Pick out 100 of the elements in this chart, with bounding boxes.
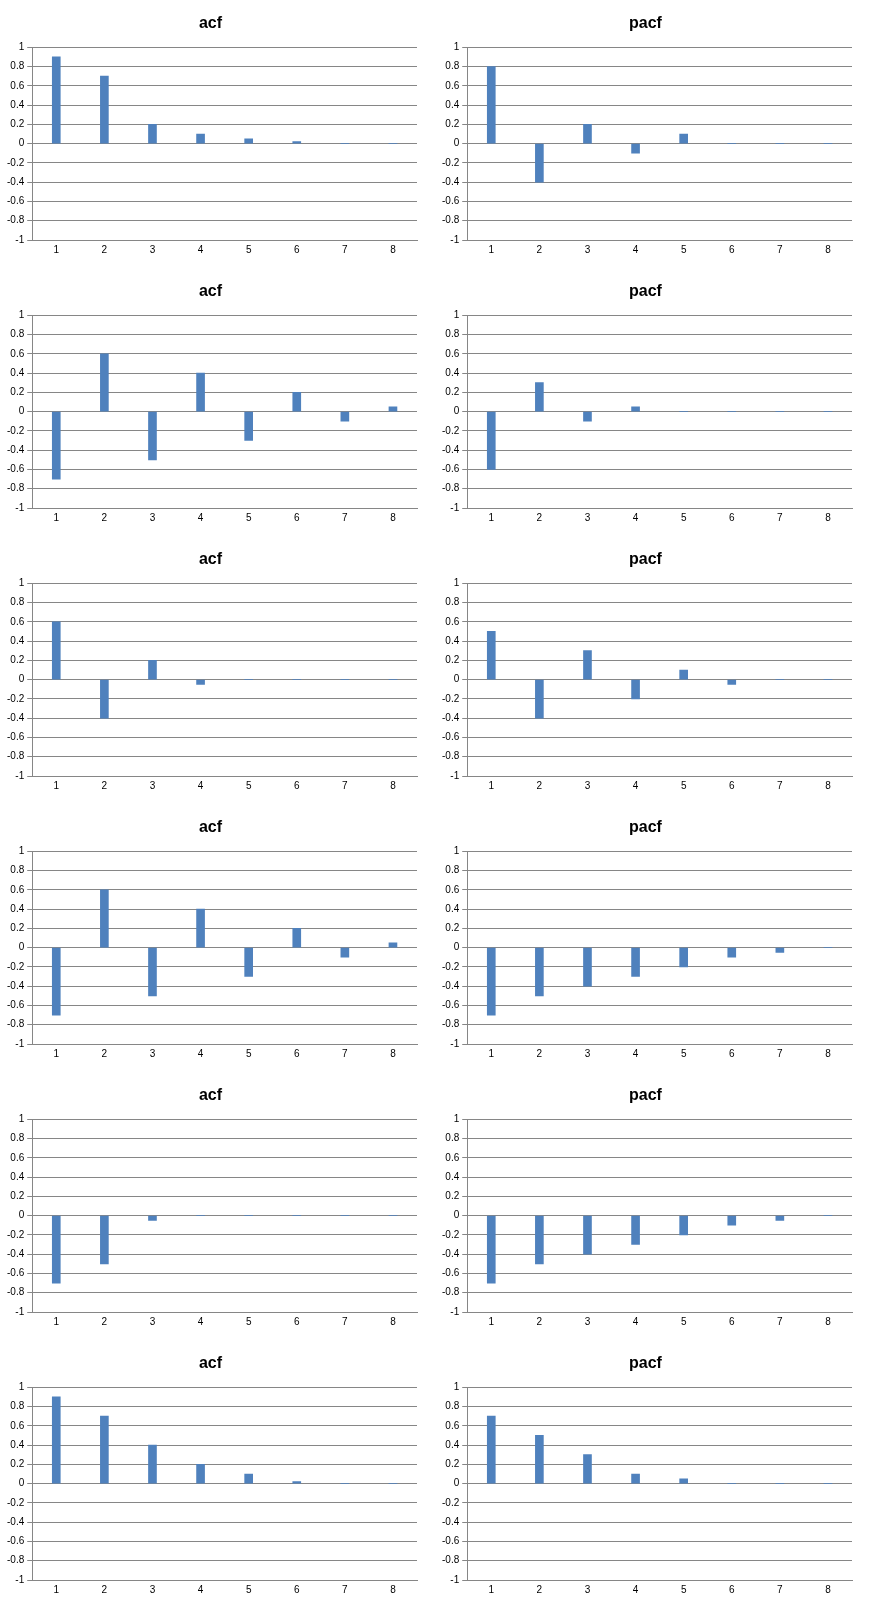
y-tick-label: -0.8 xyxy=(7,1554,25,1566)
y-tick-label: 1 xyxy=(18,40,25,52)
x-tick-label: 7 xyxy=(342,243,349,255)
x-tick-label: 5 xyxy=(680,1047,687,1059)
bar xyxy=(148,123,157,144)
y-tick-label: 0.2 xyxy=(10,1458,25,1470)
x-tick-label: 5 xyxy=(680,511,687,523)
bar xyxy=(196,1463,205,1484)
y-tick-label: 0.8 xyxy=(10,596,25,608)
x-tick-label: 1 xyxy=(488,243,495,255)
x-tick-label: 5 xyxy=(680,1315,687,1327)
x-tick-label: 7 xyxy=(342,1315,349,1327)
y-tick-label: -1 xyxy=(450,1305,460,1317)
y-tick-label: 0.6 xyxy=(445,615,460,627)
y-tick-label: -0.4 xyxy=(442,711,460,723)
x-tick-label: 7 xyxy=(342,1583,349,1595)
y-tick-label: -0.2 xyxy=(442,1496,460,1508)
y-tick-label: -0.8 xyxy=(442,750,460,762)
x-tick-label: 2 xyxy=(536,1583,543,1595)
y-tick-label: 0.8 xyxy=(445,1132,460,1144)
y-tick-label: 1 xyxy=(453,844,460,856)
y-tick-label: 1 xyxy=(453,576,460,588)
y-tick-label: -0.6 xyxy=(442,999,460,1011)
x-tick-label: 7 xyxy=(777,1315,784,1327)
bar xyxy=(631,143,640,154)
y-tick-label: -1 xyxy=(15,769,25,781)
y-tick-label: 0 xyxy=(18,405,25,417)
chart-title: acf xyxy=(198,14,223,32)
y-tick-label: 0.6 xyxy=(10,1419,25,1431)
y-tick-label: 0.4 xyxy=(10,1438,25,1450)
x-tick-label: 1 xyxy=(53,1047,60,1059)
y-tick-label: 1 xyxy=(453,40,460,52)
y-tick-label: 0 xyxy=(453,137,460,149)
x-tick-label: 6 xyxy=(728,511,735,523)
bar xyxy=(196,679,205,685)
bar xyxy=(100,75,109,144)
y-tick-label: -0.2 xyxy=(7,424,25,436)
y-tick-label: -0.8 xyxy=(442,482,460,494)
y-tick-label: 0.4 xyxy=(10,634,25,646)
x-tick-label: 5 xyxy=(245,1583,252,1595)
y-tick-label: 0.6 xyxy=(10,883,25,895)
x-tick-label: 2 xyxy=(536,243,543,255)
y-tick-label: 0.6 xyxy=(10,1151,25,1163)
y-tick-label: -0.2 xyxy=(442,424,460,436)
y-tick-label: -0.8 xyxy=(7,1018,25,1030)
y-tick-label: -0.8 xyxy=(442,1018,460,1030)
bar xyxy=(486,1415,496,1484)
bar xyxy=(148,1444,157,1484)
x-tick-label: 4 xyxy=(632,243,639,255)
bar xyxy=(196,133,205,144)
bar xyxy=(583,1454,592,1484)
y-tick-label: -0.4 xyxy=(7,979,25,991)
x-tick-label: 1 xyxy=(53,779,60,791)
chart-title: pacf xyxy=(629,282,663,300)
y-tick-label: 0.2 xyxy=(445,118,460,130)
x-tick-label: 3 xyxy=(584,243,591,255)
y-tick-label: 0.8 xyxy=(10,1400,25,1412)
y-tick-label: 1 xyxy=(453,308,460,320)
x-tick-label: 7 xyxy=(777,779,784,791)
x-tick-label: 2 xyxy=(101,1583,108,1595)
y-tick-label: 0.8 xyxy=(10,60,25,72)
y-tick-label: 0.6 xyxy=(10,615,25,627)
x-tick-label: 3 xyxy=(149,779,156,791)
y-tick-label: -0.8 xyxy=(7,750,25,762)
x-tick-label: 6 xyxy=(293,511,300,523)
bar xyxy=(486,631,496,680)
x-tick-label: 4 xyxy=(197,1583,204,1595)
chart-title: acf xyxy=(198,1354,223,1372)
y-tick-label: -0.8 xyxy=(7,214,25,226)
bar xyxy=(631,679,640,700)
y-tick-label: 0.2 xyxy=(445,654,460,666)
chart-title: pacf xyxy=(629,1354,663,1372)
y-tick-label: 0.6 xyxy=(445,1419,460,1431)
x-tick-label: 6 xyxy=(728,243,735,255)
y-tick-label: -0.4 xyxy=(7,175,25,187)
x-tick-label: 7 xyxy=(342,511,349,523)
x-tick-label: 2 xyxy=(101,511,108,523)
y-tick-label: 0 xyxy=(18,941,25,953)
y-tick-label: -0.4 xyxy=(442,175,460,187)
y-tick-label: 0.8 xyxy=(445,60,460,72)
y-tick-label: -1 xyxy=(450,1573,460,1585)
y-tick-label: -0.4 xyxy=(7,711,25,723)
x-tick-label: 4 xyxy=(632,1583,639,1595)
x-tick-label: 2 xyxy=(101,1047,108,1059)
y-tick-label: -0.8 xyxy=(442,1286,460,1298)
y-tick-label: -0.2 xyxy=(7,156,25,168)
x-tick-label: 4 xyxy=(197,779,204,791)
y-tick-label: -1 xyxy=(15,1573,25,1585)
y-tick-label: 0.8 xyxy=(10,328,25,340)
y-tick-label: -0.4 xyxy=(442,1247,460,1259)
x-tick-label: 2 xyxy=(536,779,543,791)
x-tick-label: 8 xyxy=(825,779,832,791)
y-tick-label: -0.2 xyxy=(442,960,460,972)
x-tick-label: 4 xyxy=(197,243,204,255)
x-tick-label: 8 xyxy=(825,1583,832,1595)
x-tick-label: 8 xyxy=(390,1583,397,1595)
bar xyxy=(100,353,109,412)
x-tick-label: 6 xyxy=(293,1583,300,1595)
bar xyxy=(340,947,350,958)
y-tick-label: -0.8 xyxy=(7,1286,25,1298)
